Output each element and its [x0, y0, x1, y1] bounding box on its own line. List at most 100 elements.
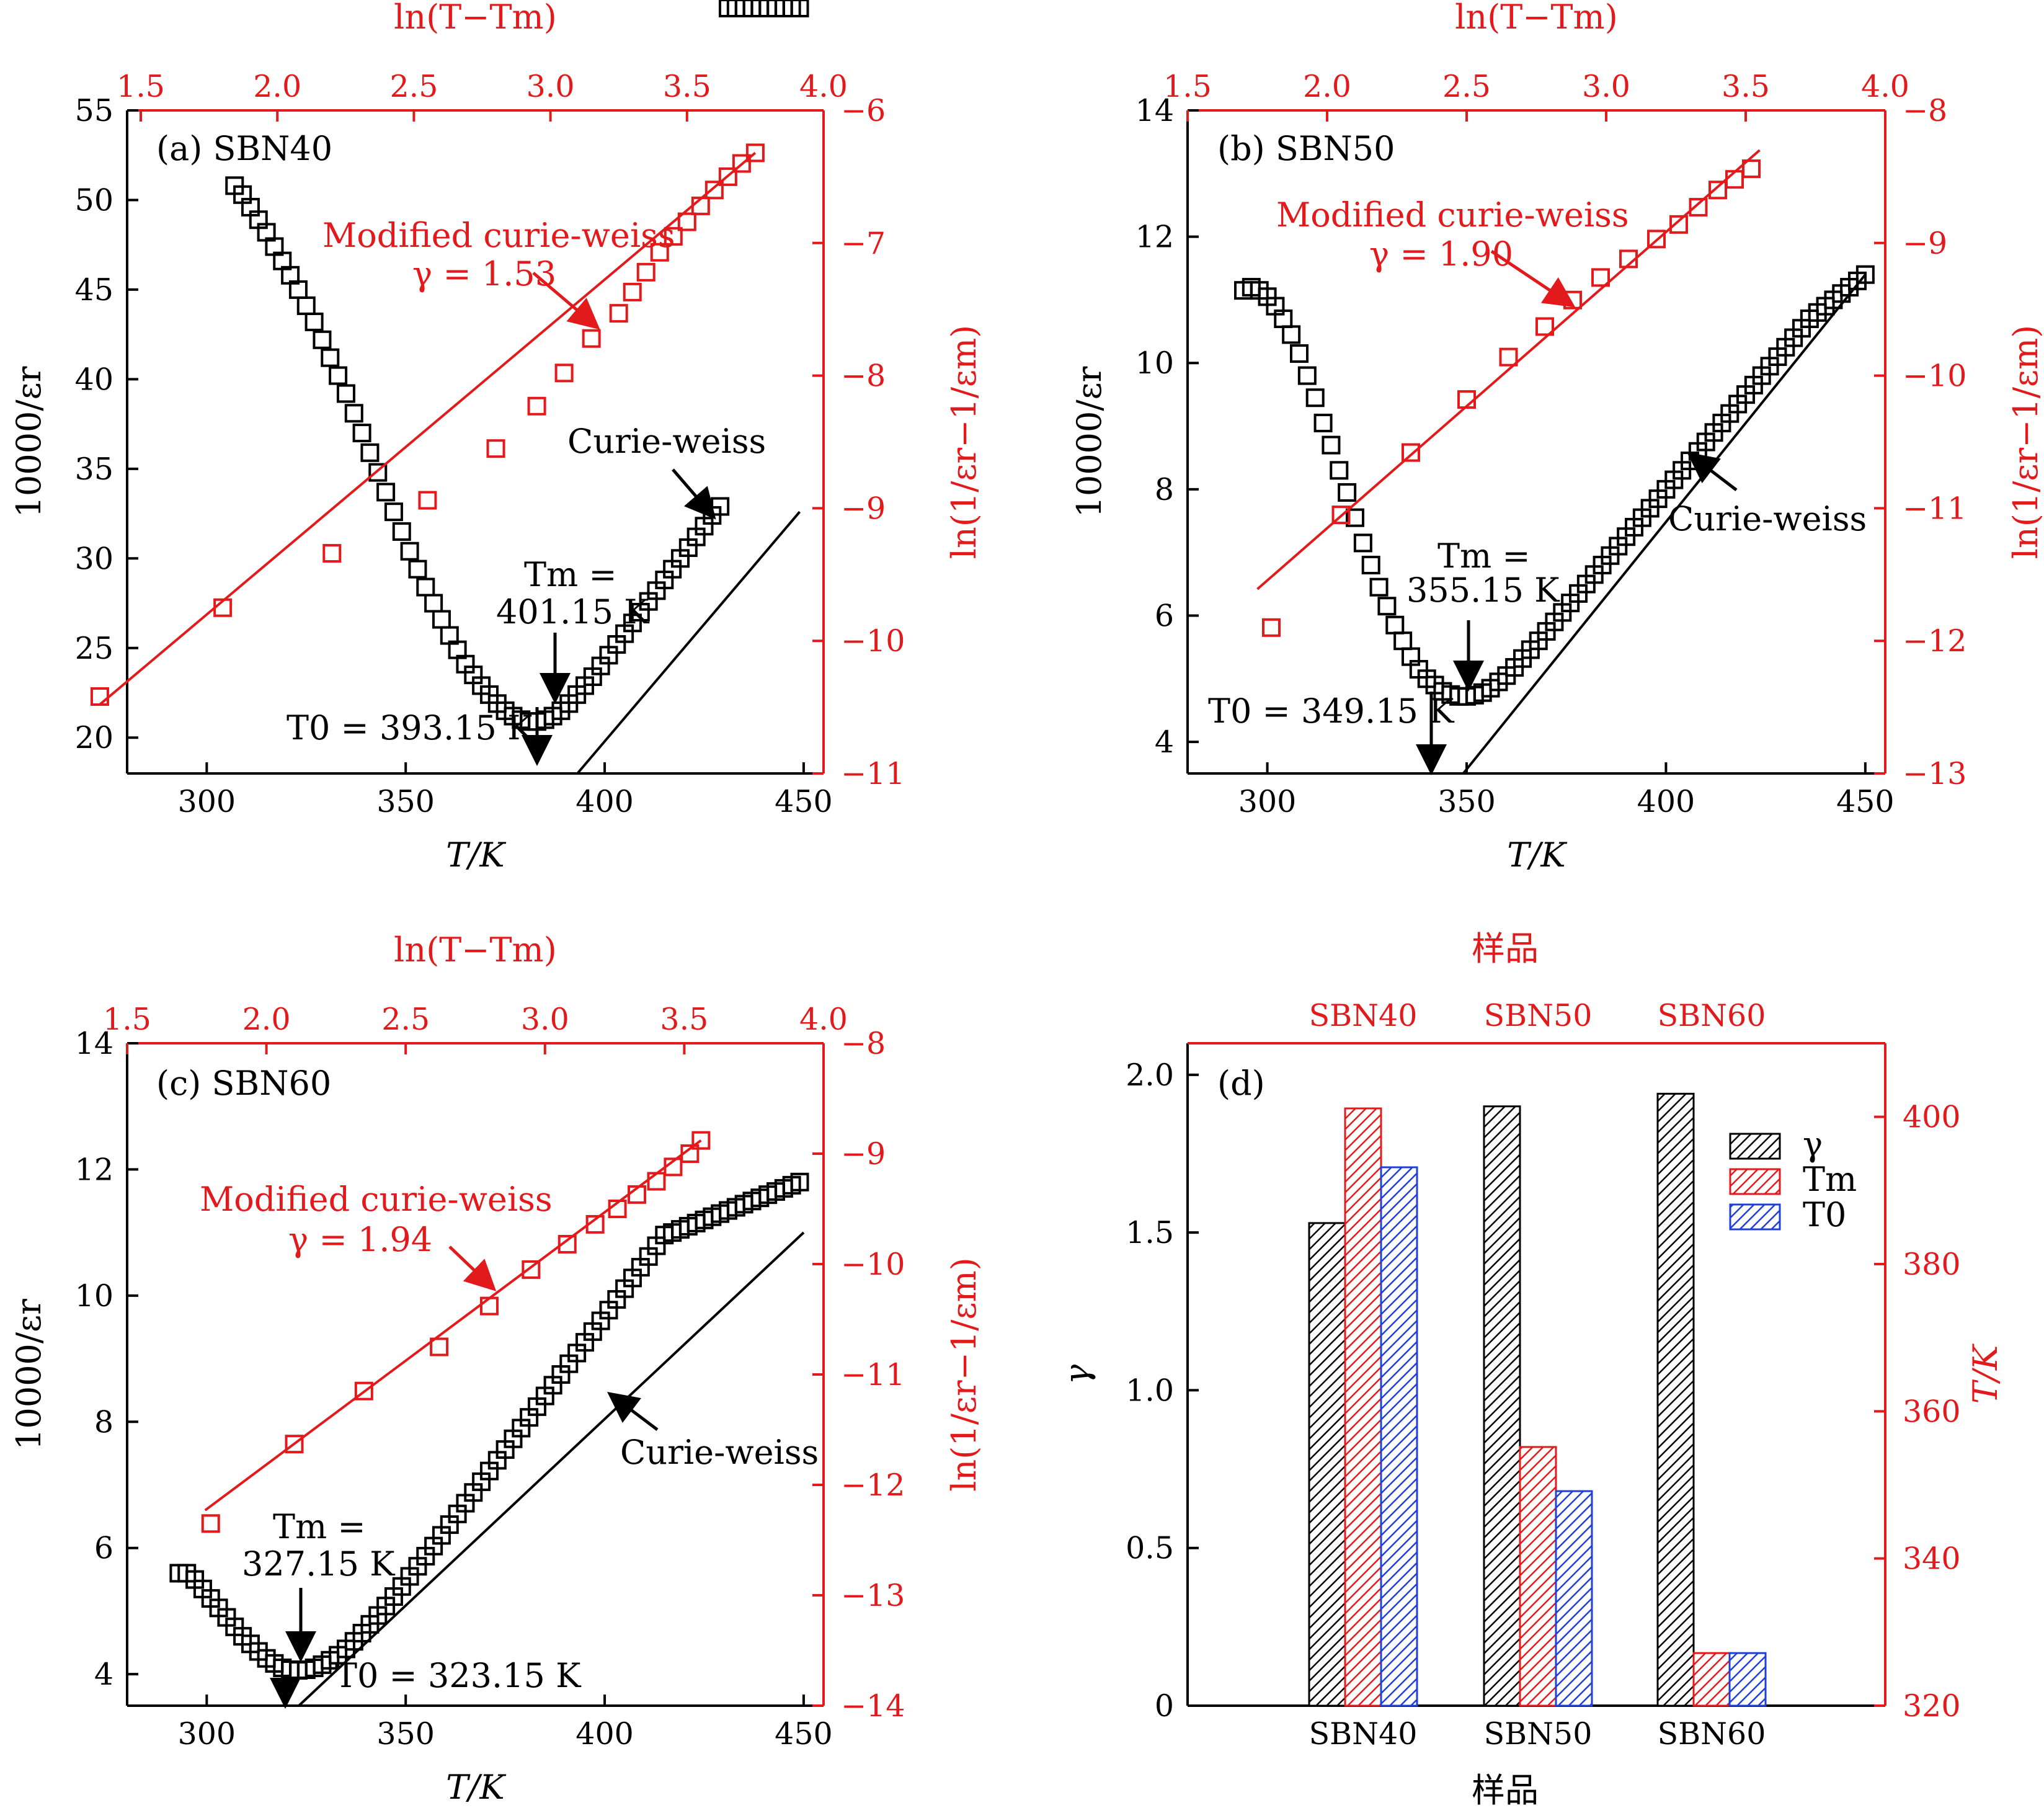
panel-b-gamma-label: γ = 1.90 [1369, 234, 1513, 274]
right-y-tick-label: −14 [841, 1688, 905, 1724]
right-y-tick-label: 320 [1903, 1688, 1961, 1724]
right-y-tick-label: −9 [841, 491, 886, 526]
right-y-tick-label: −8 [1903, 93, 1947, 128]
modified-curie-weiss-point [1742, 159, 1761, 179]
right-y-tick-label: −8 [841, 359, 886, 394]
modified-curie-weiss-point [322, 544, 342, 563]
top-x-tick-label: 1.5 [1163, 69, 1212, 104]
top-x-tick-label: 3.5 [663, 69, 711, 104]
right-y-axis-label: ln(1/εr−1/εm) [944, 1257, 984, 1492]
inverse-permittivity-point [1313, 413, 1333, 432]
inverse-permittivity-point [1385, 615, 1405, 635]
inverse-permittivity-point [329, 366, 348, 385]
legend-tm-swatch [1729, 1168, 1781, 1195]
inverse-permittivity-point [1338, 483, 1357, 502]
right-y-axis-label: ln(1/εr−1/εm) [2006, 325, 2044, 559]
inverse-permittivity-point [1369, 577, 1389, 597]
top-x-tick-label: 2.0 [253, 69, 301, 104]
right-y-axis-label: T/K [1966, 1343, 2005, 1404]
y-tick-label: 8 [1155, 472, 1174, 507]
inverse-permittivity-point [1305, 388, 1325, 408]
inverse-permittivity-point [1282, 325, 1301, 344]
x-tick-label: 300 [1238, 784, 1297, 819]
modified-curie-weiss-point [527, 396, 546, 416]
curie-weiss-fit-line [576, 510, 801, 775]
top-x-tick-label: 4.0 [1861, 69, 1909, 104]
y-tick-label: 2.0 [1126, 1058, 1174, 1093]
modified-curie-weiss-point [628, 1185, 647, 1204]
panel-b-cw-arrow [1687, 452, 1738, 491]
panel-b: 300 350 400 450 T/K 4 6 8 10 12 14 10000/εr 1.5 2.0 2.… [1070, 0, 2044, 875]
modified-curie-weiss-point [664, 1157, 683, 1177]
x-tick-label: 300 [178, 1716, 236, 1752]
modified-curie-weiss-point [745, 143, 765, 163]
inverse-permittivity-point [1393, 631, 1413, 651]
x-tick-label: 450 [1836, 784, 1895, 819]
inverse-permittivity-point [432, 610, 451, 629]
modified-curie-weiss-point [1725, 170, 1744, 189]
modified-curie-weiss-fit-line [204, 1139, 702, 1512]
x-tick-label: 400 [575, 1716, 634, 1752]
right-y-tick-label: 340 [1903, 1541, 1961, 1577]
legend-gamma-swatch [1729, 1133, 1781, 1160]
top-x-tick-label: 2.0 [1303, 69, 1351, 104]
top-x-tick-label: 2.5 [381, 1002, 430, 1037]
y-tick-label: 50 [75, 182, 113, 218]
inverse-permittivity-point [1353, 533, 1372, 553]
modified-curie-weiss-point [623, 282, 642, 301]
inverse-permittivity-point [416, 577, 435, 597]
inverse-permittivity-point [368, 463, 388, 482]
panel-a-cw-label: Curie-weiss [567, 422, 766, 461]
top-x-tick-label: 1.5 [117, 69, 165, 104]
modified-curie-weiss-point [486, 439, 505, 458]
panel-a-tm-value: 401.15 K [496, 592, 650, 631]
top-x-tick-label: 3.0 [521, 1002, 569, 1037]
bar-gamma-sbn60 [1656, 1092, 1695, 1707]
panel-c-plot: 300 350 400 450 T/K 4 6 8 10 12 14 10000/εr 1.5 2.0 2.… [9, 930, 984, 1807]
modified-curie-weiss-point [1535, 317, 1554, 336]
modified-curie-weiss-point [691, 1131, 711, 1150]
modified-curie-weiss-point [201, 1514, 220, 1533]
inverse-permittivity-point [321, 348, 340, 367]
right-y-tick-label: −9 [1903, 226, 1947, 261]
panel-c-cw-arrow [607, 1391, 659, 1431]
modified-curie-weiss-point [1669, 215, 1688, 234]
top-x-tick-label: 3.0 [527, 69, 575, 104]
top-x-tick-label: 1.5 [103, 1002, 151, 1037]
panel-a: 300 350 400 450 T/K 20 25 30 35 40 45 50 55 10000/εr 1… [9, 0, 984, 875]
y-tick-label: 0.5 [1126, 1531, 1174, 1566]
top-x-tick-label: 2.5 [389, 69, 438, 104]
right-y-tick-label: −7 [841, 226, 886, 261]
inverse-permittivity-point [344, 404, 363, 423]
modified-curie-weiss-fit-line [1256, 149, 1761, 590]
modified-curie-weiss-point [1262, 618, 1281, 637]
panel-d-legend: γ Tm T0 [1729, 1125, 1857, 1234]
modified-curie-weiss-point [1402, 443, 1420, 462]
modified-curie-weiss-point [609, 304, 628, 323]
top-x-tick-label: 4.0 [799, 1002, 848, 1037]
x-tick-label: 300 [178, 784, 236, 819]
inverse-permittivity-point [408, 559, 427, 579]
legend-t0-swatch [1729, 1203, 1781, 1231]
inverse-permittivity-point [392, 522, 411, 541]
panel-c-modified-label: Modified curie-weiss [200, 1180, 553, 1219]
bar-t0-sbn50 [1555, 1490, 1593, 1707]
bar-gamma-sbn50 [1483, 1105, 1521, 1707]
y-axis-label: 10000/εr [9, 366, 48, 517]
modified-curie-weiss-point [430, 1337, 449, 1356]
inverse-permittivity-point [313, 330, 332, 349]
modified-curie-weiss-point [636, 262, 655, 282]
inverse-permittivity-point [1297, 366, 1317, 385]
right-y-tick-label: −10 [1903, 359, 1966, 394]
modified-curie-weiss-point [732, 154, 751, 173]
right-y-tick-label: −6 [841, 93, 886, 128]
curie-weiss-fit-line [1462, 274, 1867, 775]
y-tick-label: 4 [94, 1657, 113, 1692]
modified-curie-weiss-fit-line [99, 151, 757, 706]
y-tick-label: 1.5 [1126, 1215, 1174, 1250]
x-category-label: SBN50 [1484, 1716, 1593, 1752]
top-x-category-label: SBN50 [1484, 998, 1593, 1033]
right-y-tick-label: −12 [1903, 623, 1966, 659]
bar-tm-sbn40 [1344, 1107, 1382, 1707]
